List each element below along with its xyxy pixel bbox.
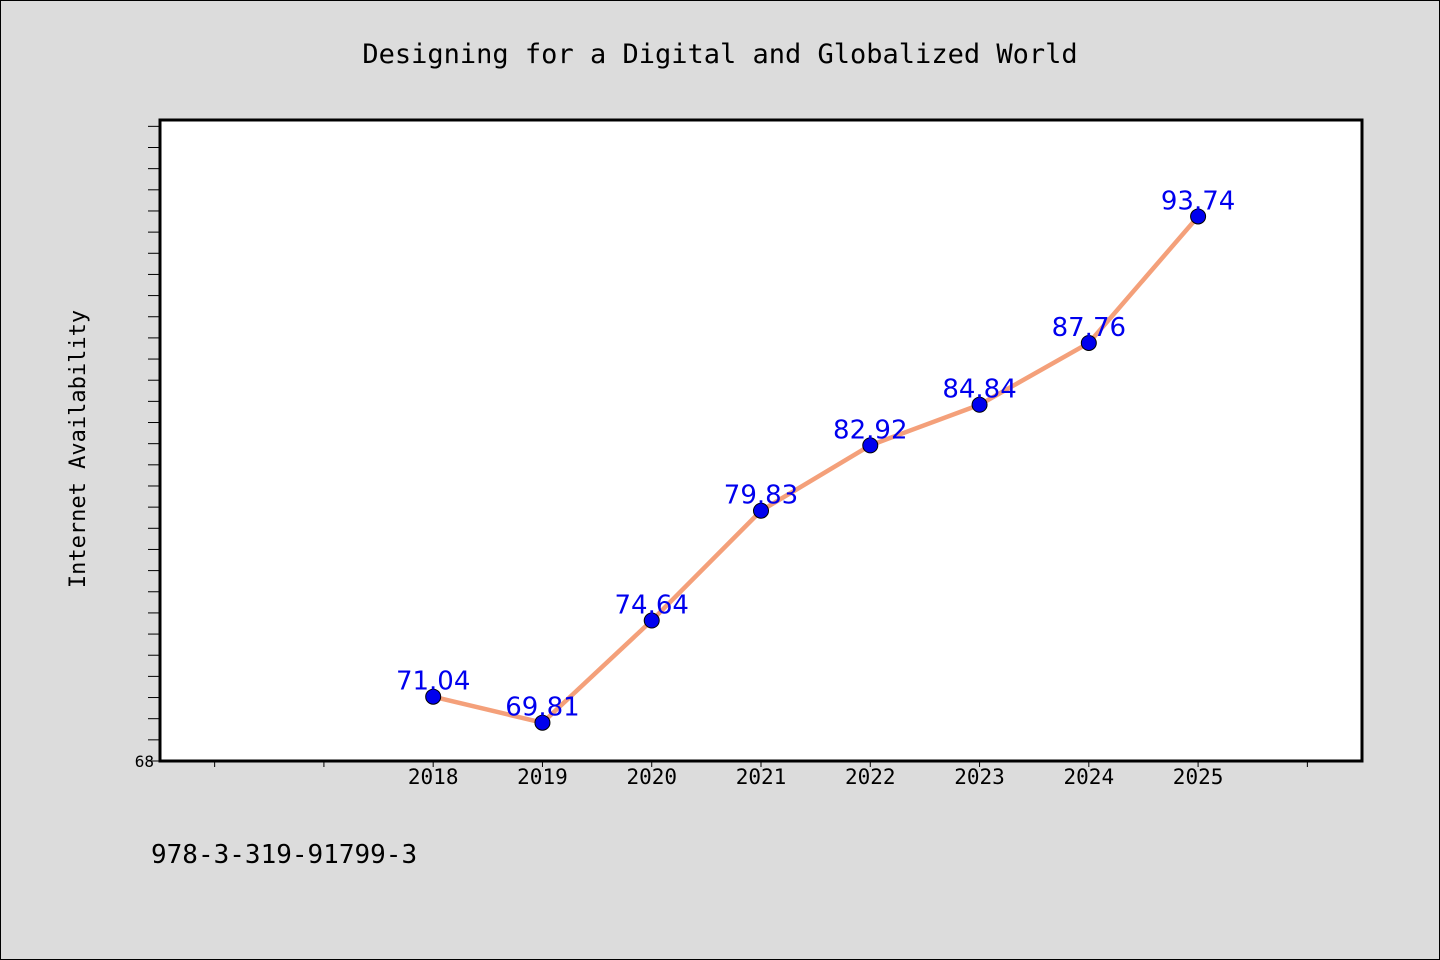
series-line xyxy=(430,214,1201,725)
data-point xyxy=(643,612,660,629)
data-point xyxy=(971,396,988,413)
isbn-footnote: 978-3-319-91799-3 xyxy=(151,840,417,870)
data-point xyxy=(753,502,769,519)
data-point xyxy=(425,688,442,705)
x-tick-label: 2025 xyxy=(1173,765,1224,789)
data-point xyxy=(862,437,879,454)
data-label: 79.83 xyxy=(724,481,798,511)
series-layer xyxy=(425,208,1207,731)
y-tick-label: 68 xyxy=(135,752,154,771)
data-point xyxy=(1080,334,1097,351)
y-axis-label: Internet Availability xyxy=(66,310,91,588)
x-tick-label: 2022 xyxy=(845,765,896,789)
x-tick-labels: 2018 2019 2020 2021 2022 2023 2024 2025 xyxy=(408,765,1223,789)
x-tick-label: 2024 xyxy=(1064,765,1115,789)
data-point xyxy=(534,714,551,731)
data-labels: 71.04 69.81 74.64 79.83 82.92 84.84 87.76 93.74 xyxy=(396,186,1235,722)
x-tick-label: 2021 xyxy=(736,765,787,789)
data-point xyxy=(1190,208,1207,225)
plot-frame xyxy=(158,118,1364,763)
data-label: 93.74 xyxy=(1161,186,1235,216)
data-label: 82.92 xyxy=(833,415,907,445)
x-tick-label: 2023 xyxy=(954,765,1005,789)
x-tick-label: 2020 xyxy=(626,765,677,789)
y-tick-labels: 68 xyxy=(135,752,154,771)
x-tick-label: 2019 xyxy=(517,765,568,789)
plot-area xyxy=(160,120,1362,761)
data-label: 71.04 xyxy=(396,667,470,697)
chart-title: Designing for a Digital and Globalized W… xyxy=(362,39,1077,70)
data-label: 69.81 xyxy=(505,693,579,723)
data-label: 74.64 xyxy=(615,591,689,621)
data-label: 87.76 xyxy=(1052,313,1126,343)
data-label: 84.84 xyxy=(942,375,1016,405)
x-tick-label: 2018 xyxy=(408,765,459,789)
